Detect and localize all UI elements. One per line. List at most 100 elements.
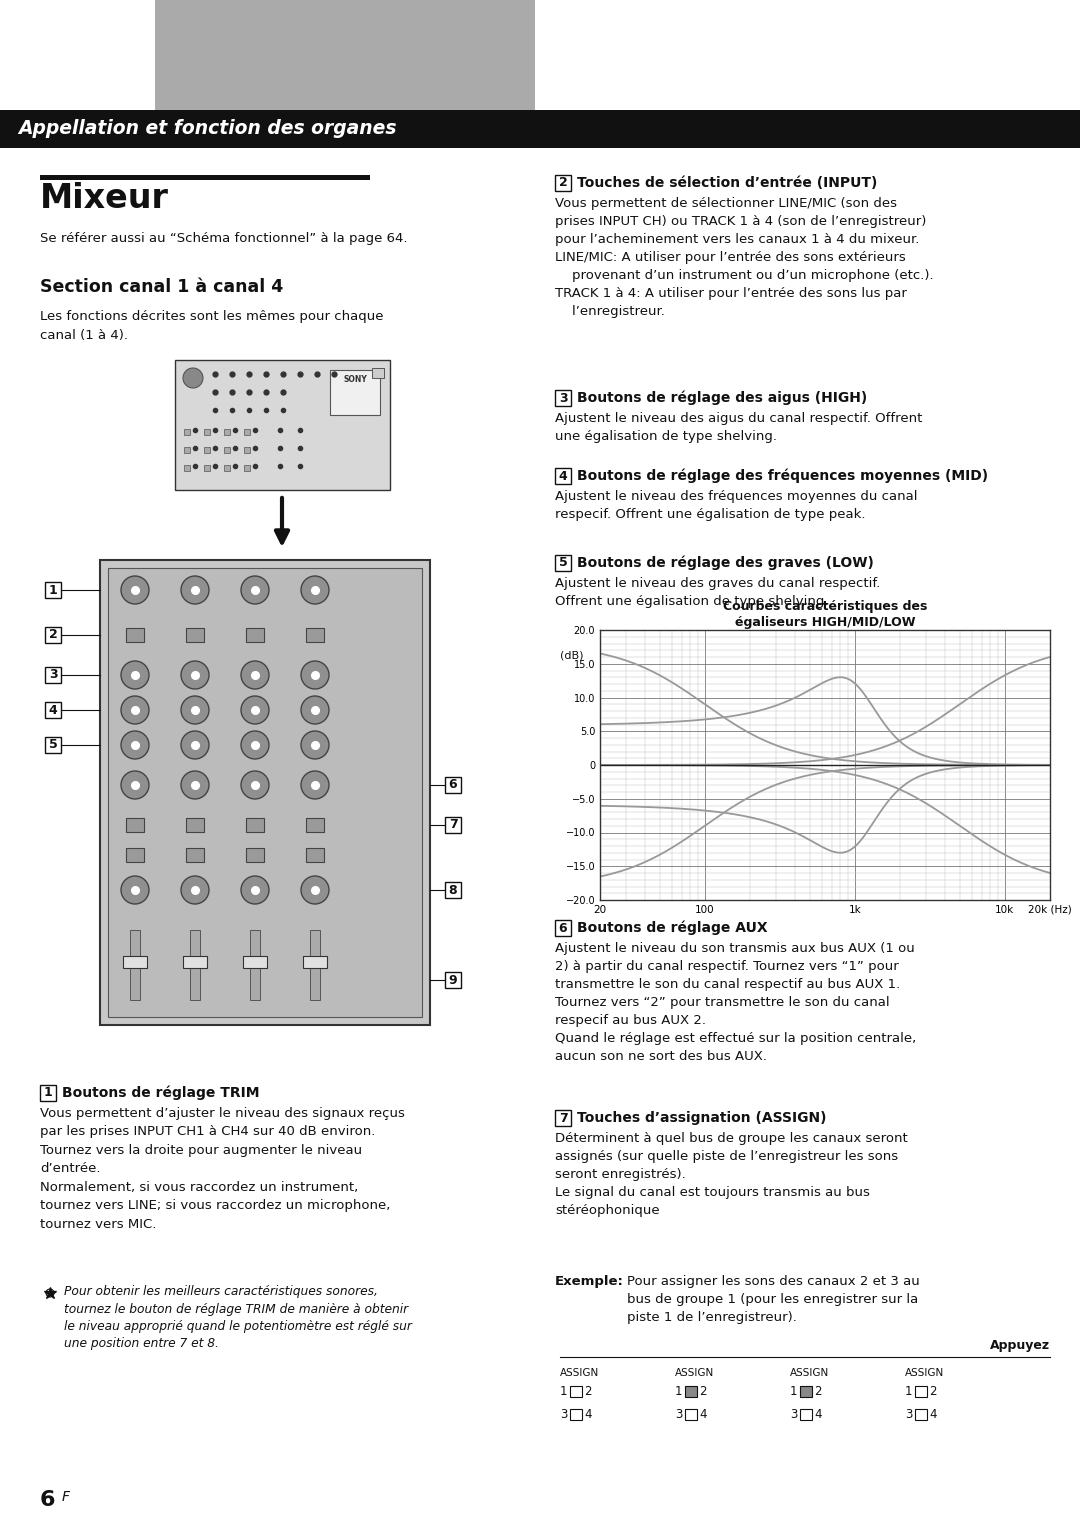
Text: Ajustent le niveau des graves du canal respectif.
Offrent une égalisation de typ: Ajustent le niveau des graves du canal r… xyxy=(555,578,880,608)
Circle shape xyxy=(181,695,210,724)
Text: 1: 1 xyxy=(789,1384,797,1398)
Circle shape xyxy=(121,730,149,759)
Text: Touches de sélection d’entrée (INPUT): Touches de sélection d’entrée (INPUT) xyxy=(577,176,877,189)
Text: 4: 4 xyxy=(699,1407,706,1421)
Text: 8: 8 xyxy=(448,883,457,897)
Bar xyxy=(306,628,324,642)
Bar xyxy=(186,628,204,642)
Bar xyxy=(800,1409,812,1420)
Circle shape xyxy=(181,576,210,604)
Text: Pour assigner les sons des canaux 2 et 3 au
bus de groupe 1 (pour les enregistre: Pour assigner les sons des canaux 2 et 3… xyxy=(627,1274,920,1323)
Bar xyxy=(40,176,370,180)
Text: 3: 3 xyxy=(675,1407,683,1421)
Text: Boutons de réglage AUX: Boutons de réglage AUX xyxy=(577,921,768,935)
Bar xyxy=(800,1386,812,1397)
Bar xyxy=(126,628,144,642)
Text: 2: 2 xyxy=(699,1384,706,1398)
Bar xyxy=(555,390,571,406)
Text: ASSIGN: ASSIGN xyxy=(789,1368,829,1378)
Circle shape xyxy=(181,730,210,759)
Bar xyxy=(246,817,264,833)
Bar xyxy=(244,429,249,435)
Text: Boutons de réglage des aigus (HIGH): Boutons de réglage des aigus (HIGH) xyxy=(577,391,867,405)
Text: Mixeur: Mixeur xyxy=(40,182,168,215)
Bar xyxy=(204,448,210,452)
Bar xyxy=(445,817,461,833)
Text: Boutons de réglage des graves (LOW): Boutons de réglage des graves (LOW) xyxy=(577,556,874,570)
Bar xyxy=(330,370,380,416)
Bar xyxy=(175,361,390,490)
Text: 3: 3 xyxy=(49,669,57,681)
Text: Appellation et fonction des organes: Appellation et fonction des organes xyxy=(18,119,396,139)
Bar xyxy=(204,465,210,471)
Text: 2: 2 xyxy=(814,1384,822,1398)
Circle shape xyxy=(121,662,149,689)
Text: Exemple:: Exemple: xyxy=(555,1274,624,1288)
Circle shape xyxy=(181,662,210,689)
Bar xyxy=(45,701,60,718)
Text: 1: 1 xyxy=(43,1086,52,1100)
Bar xyxy=(204,429,210,435)
Bar xyxy=(246,848,264,862)
Text: 1: 1 xyxy=(561,1384,567,1398)
Circle shape xyxy=(181,876,210,905)
Circle shape xyxy=(301,576,329,604)
Bar xyxy=(685,1409,697,1420)
Bar xyxy=(685,1386,697,1397)
Text: 1: 1 xyxy=(905,1384,913,1398)
Bar xyxy=(243,955,267,967)
Circle shape xyxy=(121,695,149,724)
Bar xyxy=(130,931,140,999)
Circle shape xyxy=(241,772,269,799)
Bar xyxy=(310,931,320,999)
Text: (dB): (dB) xyxy=(561,649,583,660)
Text: Ajustent le niveau des fréquences moyennes du canal
respecif. Offrent une égalis: Ajustent le niveau des fréquences moyenn… xyxy=(555,490,918,521)
Bar xyxy=(306,848,324,862)
Bar xyxy=(126,817,144,833)
Text: Pour obtenir les meilleurs caractéristiques sonores,
tournez le bouton de réglag: Pour obtenir les meilleurs caractéristiq… xyxy=(64,1285,411,1351)
Text: 2: 2 xyxy=(929,1384,936,1398)
Text: 9: 9 xyxy=(448,973,457,987)
Title: Courbes caractéristiques des
égaliseurs HIGH/MID/LOW: Courbes caractéristiques des égaliseurs … xyxy=(723,601,928,630)
Text: 4: 4 xyxy=(584,1407,592,1421)
Text: 2: 2 xyxy=(49,628,57,642)
Bar xyxy=(306,817,324,833)
Circle shape xyxy=(301,695,329,724)
Text: 4: 4 xyxy=(814,1407,822,1421)
Text: Déterminent à quel bus de groupe les canaux seront
assignés (sur quelle piste de: Déterminent à quel bus de groupe les can… xyxy=(555,1132,908,1216)
Text: SONY: SONY xyxy=(343,374,367,384)
Circle shape xyxy=(241,576,269,604)
Text: Section canal 1 à canal 4: Section canal 1 à canal 4 xyxy=(40,278,283,296)
Text: 1: 1 xyxy=(49,584,57,596)
Bar xyxy=(445,972,461,989)
Bar xyxy=(100,559,430,1025)
Bar xyxy=(555,555,571,571)
Circle shape xyxy=(241,730,269,759)
Circle shape xyxy=(121,576,149,604)
Circle shape xyxy=(301,730,329,759)
Text: ASSIGN: ASSIGN xyxy=(561,1368,599,1378)
Bar xyxy=(570,1386,582,1397)
Bar xyxy=(244,448,249,452)
Text: 5: 5 xyxy=(49,738,57,752)
Bar xyxy=(555,468,571,484)
Text: 1: 1 xyxy=(675,1384,683,1398)
Text: 4: 4 xyxy=(558,469,567,483)
Text: Boutons de réglage des fréquences moyennes (MID): Boutons de réglage des fréquences moyenn… xyxy=(577,469,988,483)
Bar xyxy=(445,882,461,898)
Bar xyxy=(303,955,327,967)
Text: 3: 3 xyxy=(789,1407,797,1421)
Bar xyxy=(244,465,249,471)
Text: 5: 5 xyxy=(558,556,567,570)
Text: 3: 3 xyxy=(905,1407,913,1421)
Bar xyxy=(224,448,230,452)
Text: Boutons de réglage TRIM: Boutons de réglage TRIM xyxy=(62,1086,259,1100)
Bar xyxy=(45,668,60,683)
Bar xyxy=(915,1409,927,1420)
Circle shape xyxy=(121,876,149,905)
Bar xyxy=(445,778,461,793)
Text: 3: 3 xyxy=(558,391,567,405)
Circle shape xyxy=(121,772,149,799)
Bar xyxy=(224,429,230,435)
Bar xyxy=(249,931,260,999)
